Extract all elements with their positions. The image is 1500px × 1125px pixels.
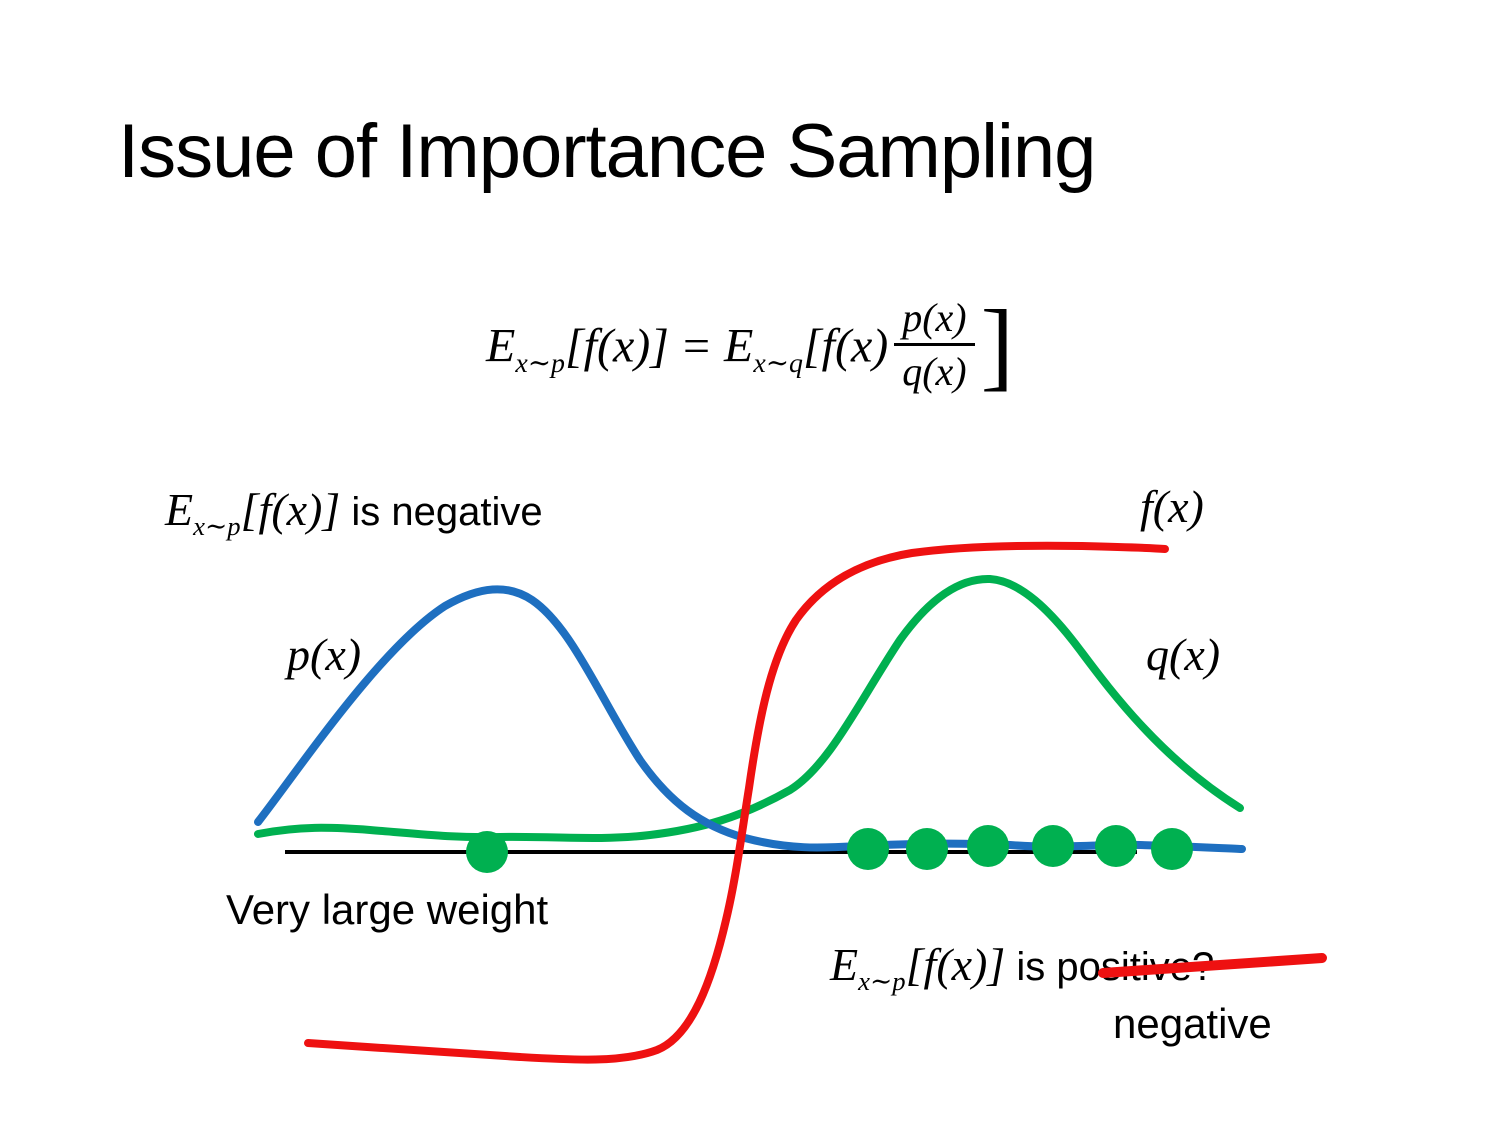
sample-dot bbox=[466, 831, 508, 873]
sample-dot bbox=[967, 825, 1009, 867]
formula-fraction-numerator: p(x) bbox=[894, 294, 975, 346]
formula-rhs-open: [f(x) bbox=[802, 319, 889, 373]
formula-lhs-sub: x∼p bbox=[515, 348, 565, 380]
formula-equals: = bbox=[682, 319, 711, 373]
expectation-negative-label: Ex∼p[f(x)] is negative bbox=[165, 483, 543, 542]
p-curve-label: p(x) bbox=[287, 629, 362, 680]
pos-label-math: Ex∼p[f(x)] bbox=[830, 939, 1006, 997]
sample-dot bbox=[1095, 825, 1137, 867]
expectation-positive-label: Ex∼p[f(x)] is positive? bbox=[830, 938, 1214, 997]
formula-rhs-sub: x∼q bbox=[753, 348, 803, 380]
sample-dots bbox=[466, 825, 1193, 873]
q-curve bbox=[254, 574, 1244, 843]
formula-fraction: p(x) q(x) bbox=[894, 294, 975, 395]
formula-lhs-rest: [f(x)] bbox=[564, 319, 669, 373]
sample-dot bbox=[906, 828, 948, 870]
neg-label-math: Ex∼p[f(x)] bbox=[165, 484, 341, 542]
sample-dot bbox=[1032, 825, 1074, 867]
formula-rhs-E: E bbox=[724, 319, 754, 373]
pos-label-is: is bbox=[1005, 945, 1057, 989]
neg-label-text: is negative bbox=[340, 490, 543, 534]
f-curve-label: f(x) bbox=[1140, 481, 1204, 532]
formula-close-bracket: ] bbox=[980, 288, 1014, 400]
very-large-weight-label: Very large weight bbox=[226, 886, 549, 933]
sample-dot bbox=[1151, 828, 1193, 870]
corrected-negative-label: negative bbox=[1113, 1000, 1272, 1047]
sample-dot bbox=[847, 828, 889, 870]
formula-fraction-denominator: q(x) bbox=[902, 349, 967, 394]
p-curve bbox=[254, 585, 1246, 853]
importance-sampling-formula: Ex∼p[f(x)] = Ex∼q[f(x) p(x) q(x)] bbox=[0, 288, 1500, 401]
formula-lhs-E: E bbox=[486, 319, 516, 373]
page-title: Issue of Importance Sampling bbox=[118, 109, 1096, 194]
q-curve-label: q(x) bbox=[1146, 629, 1221, 680]
pos-label-struck-word: positive? bbox=[1056, 945, 1215, 989]
